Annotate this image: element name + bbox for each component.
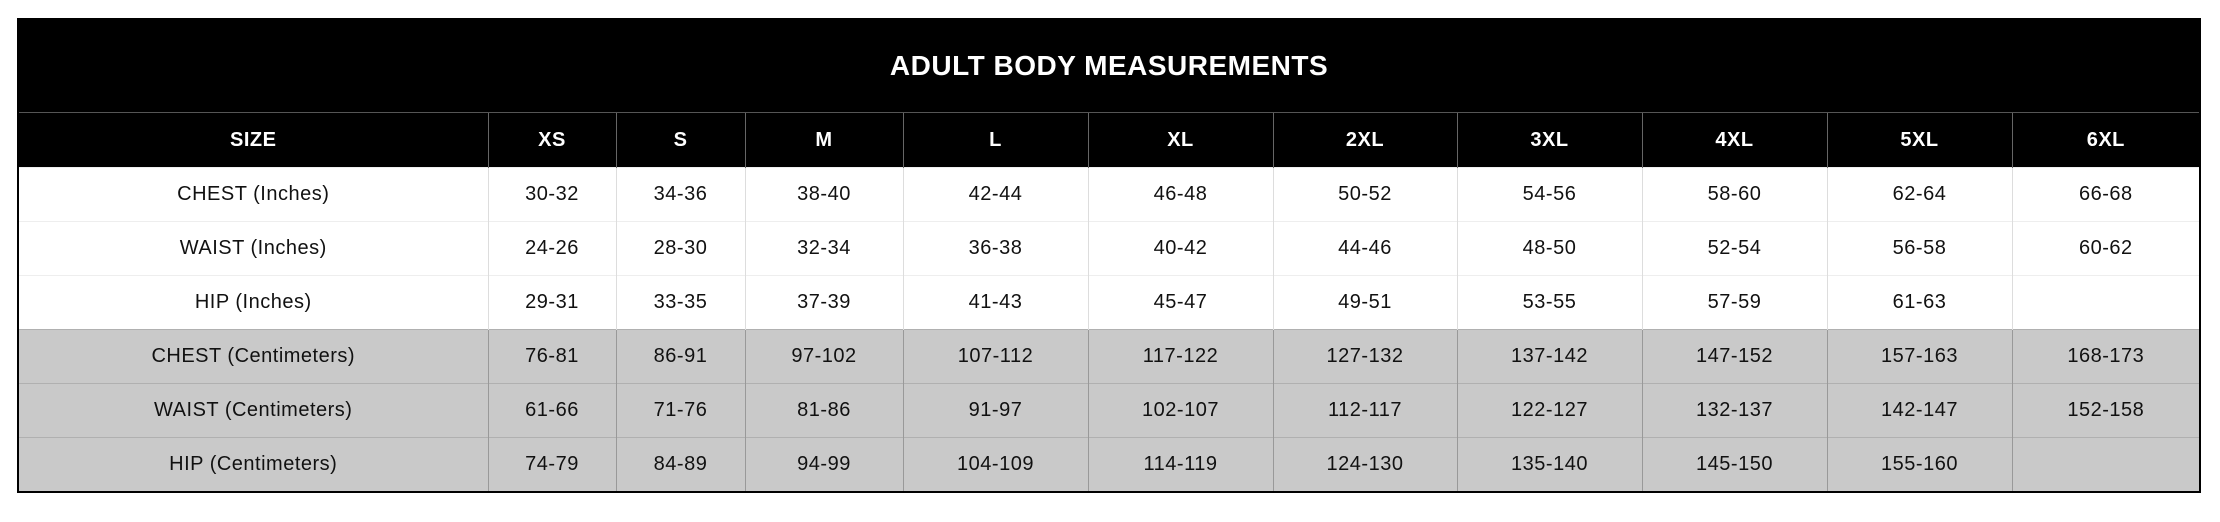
size-chart: ADULT BODY MEASUREMENTS SIZE XS S M L XL 2XL 3X…	[17, 18, 2202, 493]
header-cell: 2XL	[1272, 112, 1457, 168]
cell: 114-119	[1087, 437, 1273, 492]
cell: 28-30	[615, 221, 745, 276]
cell: 132-137	[1641, 383, 1827, 438]
cell: 57-59	[1641, 275, 1827, 330]
cell: 61-66	[487, 383, 616, 438]
header-cell: XS	[487, 112, 616, 168]
header-cell: XL	[1087, 112, 1273, 168]
cell: 30-32	[487, 167, 616, 222]
cell: 41-43	[902, 275, 1088, 330]
cell: 33-35	[615, 275, 745, 330]
cell: 124-130	[1272, 437, 1457, 492]
header-cell: SIZE	[18, 112, 488, 168]
cell: 102-107	[1087, 383, 1273, 438]
cell: 71-76	[615, 383, 745, 438]
cell: 155-160	[1826, 437, 2012, 492]
cell: 37-39	[744, 275, 903, 330]
cell: 91-97	[902, 383, 1088, 438]
cell: 107-112	[902, 329, 1088, 384]
cell: 52-54	[1641, 221, 1827, 276]
table-row: CHEST (Inches) 30-32 34-36 38-40 42-44 46-48 5…	[18, 167, 2201, 222]
cell: 36-38	[902, 221, 1088, 276]
cell: 53-55	[1456, 275, 1642, 330]
cell: 66-68	[2011, 167, 2201, 222]
header-row: SIZE XS S M L XL 2XL 3XL 4XL 5XL 6XL	[18, 112, 2201, 168]
row-label: WAIST (Inches)	[18, 221, 488, 276]
measurement-table: ADULT BODY MEASUREMENTS SIZE XS S M L XL 2XL 3X…	[17, 18, 2202, 493]
cell: 40-42	[1087, 221, 1273, 276]
table-row: HIP (Centimeters) 74-79 84-89 94-99 104-109 1…	[17, 437, 2201, 492]
cell: 112-117	[1272, 383, 1457, 438]
table-row: CHEST (Centimeters) 76-81 86-91 97-102 107-1…	[17, 329, 2201, 384]
header-cell: M	[744, 112, 903, 168]
cell: 168-173	[2011, 329, 2201, 384]
cell: 74-79	[487, 437, 616, 492]
cell	[2011, 275, 2201, 330]
cell: 122-127	[1456, 383, 1642, 438]
cell: 38-40	[744, 167, 903, 222]
cell: 61-63	[1826, 275, 2012, 330]
cell: 56-58	[1826, 221, 2012, 276]
cell: 86-91	[615, 329, 745, 384]
cell: 117-122	[1087, 329, 1273, 384]
row-label: WAIST (Centimeters)	[17, 383, 488, 438]
cell: 142-147	[1826, 383, 2012, 438]
header-cell: 4XL	[1641, 112, 1827, 168]
header-cell: S	[615, 112, 745, 168]
header-cell: 6XL	[2011, 112, 2201, 168]
cell: 58-60	[1641, 167, 1827, 222]
cell: 60-62	[2011, 221, 2201, 276]
table-row: HIP (Inches) 29-31 33-35 37-39 41-43 45-47 49-…	[18, 275, 2201, 330]
row-label: CHEST (Centimeters)	[17, 329, 488, 384]
table-row: WAIST (Centimeters) 61-66 71-76 81-86 91-97 1…	[17, 383, 2201, 438]
cell: 42-44	[902, 167, 1088, 222]
header-cell: 5XL	[1826, 112, 2012, 168]
cell: 50-52	[1272, 167, 1457, 222]
table-row: WAIST (Inches) 24-26 28-30 32-34 36-38 40-42 4…	[18, 221, 2201, 276]
cell: 48-50	[1456, 221, 1642, 276]
cell: 147-152	[1641, 329, 1827, 384]
cell: 29-31	[487, 275, 616, 330]
cell: 145-150	[1641, 437, 1827, 492]
cell: 49-51	[1272, 275, 1457, 330]
cell: 135-140	[1456, 437, 1642, 492]
cell: 97-102	[744, 329, 903, 384]
cell: 76-81	[487, 329, 616, 384]
row-label: HIP (Inches)	[18, 275, 488, 330]
cell: 32-34	[744, 221, 903, 276]
cell: 62-64	[1826, 167, 2012, 222]
cell: 84-89	[615, 437, 745, 492]
table-title: ADULT BODY MEASUREMENTS	[18, 19, 2201, 113]
row-label: HIP (Centimeters)	[17, 437, 488, 492]
cell: 46-48	[1087, 167, 1273, 222]
cell: 127-132	[1272, 329, 1457, 384]
row-label: CHEST (Inches)	[18, 167, 488, 222]
cell: 152-158	[2011, 383, 2201, 438]
header-cell: L	[902, 112, 1088, 168]
cell: 157-163	[1826, 329, 2012, 384]
cell: 94-99	[744, 437, 903, 492]
cell: 137-142	[1456, 329, 1642, 384]
cell: 34-36	[615, 167, 745, 222]
header-cell: 3XL	[1456, 112, 1642, 168]
cell: 54-56	[1456, 167, 1642, 222]
cell: 44-46	[1272, 221, 1457, 276]
cell: 45-47	[1087, 275, 1273, 330]
cell	[2011, 437, 2201, 492]
cell: 81-86	[744, 383, 903, 438]
cell: 104-109	[902, 437, 1088, 492]
cell: 24-26	[487, 221, 616, 276]
